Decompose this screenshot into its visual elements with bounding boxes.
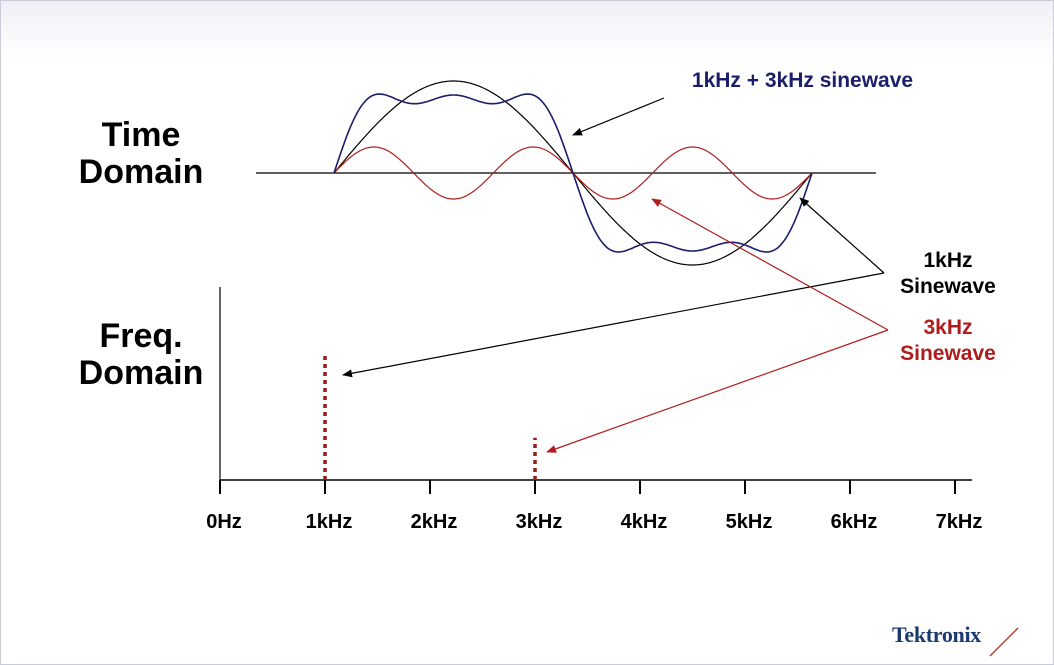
three-khz-sinewave-label: 3kHz Sinewave (878, 315, 1018, 367)
logo-swoosh-icon (989, 627, 1019, 657)
arrow-combined-to-wave (572, 97, 665, 136)
freq-domain-label: Freq. Domain (56, 318, 226, 392)
time-domain-label: Time Domain (56, 117, 226, 191)
freq-tick-marks (219, 480, 956, 494)
tick-label-3khz: 3kHz (515, 511, 563, 533)
combined-sinewave-label: 1kHz + 3kHz sinewave (691, 69, 914, 92)
tick-label-1khz: 1kHz (305, 511, 353, 533)
arrow-3khz-to-spectrum (546, 329, 889, 453)
arrow-1khz-to-wave (799, 197, 885, 274)
one-khz-line-2: Sinewave (900, 275, 996, 298)
tick-label-4khz: 4kHz (620, 511, 668, 533)
tick-label-0hz: 0Hz (206, 511, 242, 533)
tektronix-logo: Tektronix (892, 622, 981, 647)
time-domain-line-1: Time (101, 116, 181, 154)
tick-label-2khz: 2kHz (410, 511, 458, 533)
tick-label-5khz: 5kHz (725, 511, 773, 533)
tick-label-6khz: 6kHz (830, 511, 878, 533)
freq-domain-line-2: Domain (78, 354, 204, 392)
time-domain-line-2: Domain (78, 153, 204, 191)
three-khz-line-1: 3kHz (923, 316, 973, 339)
arrow-3khz-to-wave (651, 198, 889, 331)
three-khz-line-2: Sinewave (900, 342, 996, 365)
one-khz-line-1: 1kHz (923, 249, 973, 272)
tick-label-7khz: 7kHz (935, 511, 983, 533)
combined-waveform (333, 93, 813, 253)
freq-domain-line-1: Freq. (99, 317, 183, 355)
one-khz-sinewave-label: 1kHz Sinewave (878, 248, 1018, 300)
arrow-1khz-to-spectrum (342, 272, 885, 378)
